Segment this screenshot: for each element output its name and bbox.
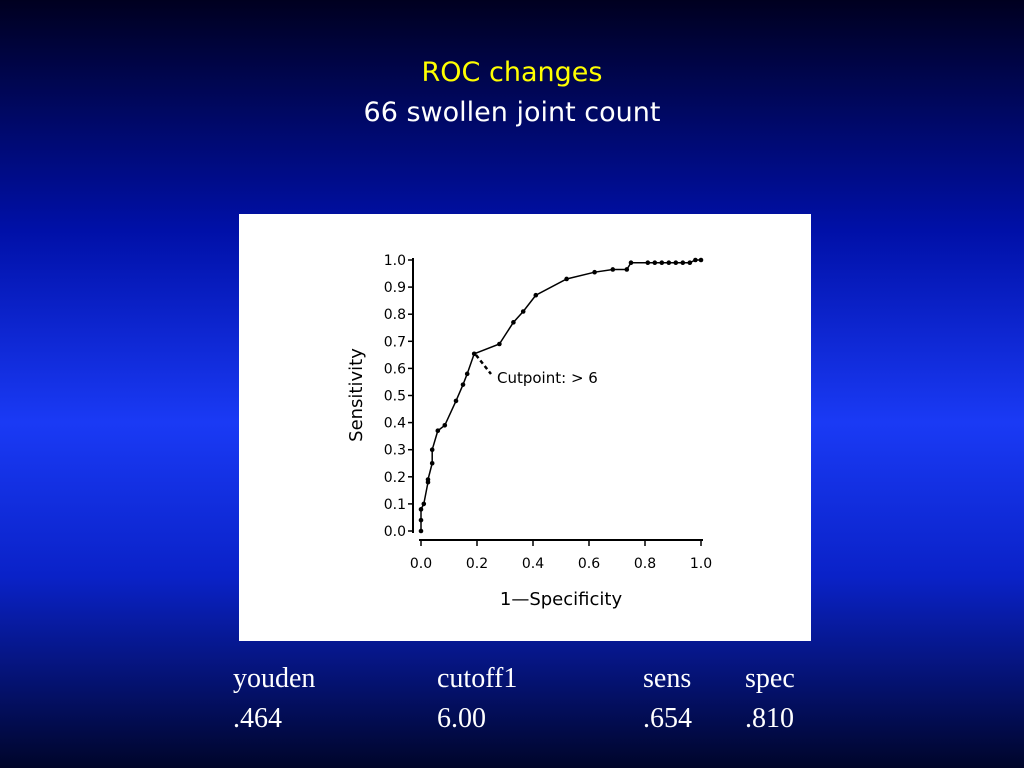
y-tick-label: 1.0: [384, 253, 406, 269]
roc-point: [628, 260, 634, 266]
y-tick-label: 0.1: [384, 497, 406, 513]
roc-point: [645, 260, 651, 266]
table-header: spec: [745, 663, 795, 694]
roc-point: [460, 382, 466, 387]
table-cell: .810: [745, 703, 794, 734]
x-axis-label: 1—Specificity: [500, 589, 623, 610]
roc-point: [673, 260, 679, 266]
roc-point: [471, 351, 477, 357]
roc-point: [429, 447, 435, 453]
slide-title: ROC changes: [422, 57, 603, 88]
roc-point: [418, 528, 424, 534]
chart-panel: [239, 214, 811, 641]
x-tick-label: 0.0: [410, 556, 432, 572]
roc-point: [666, 260, 672, 266]
x-tick-label: 1.0: [690, 556, 712, 572]
slide-subtitle: 66 swollen joint count: [364, 97, 661, 128]
roc-point: [687, 260, 693, 266]
roc-point: [564, 276, 569, 282]
roc-point: [520, 309, 526, 314]
plot: 0.0 0.1 0.2 0.3 0.4 0.5 0.6 0.7 0.8 0.9 1.0 0.0 0.2 0…: [384, 253, 712, 572]
roc-point: [592, 269, 597, 275]
roc-point: [435, 428, 441, 434]
table-header: youden: [233, 663, 315, 694]
roc-point: [680, 260, 686, 266]
y-tick-label: 0.9: [384, 280, 406, 296]
table-cell: 6.00: [437, 703, 486, 734]
roc-point: [652, 260, 658, 266]
table-cell: .464: [233, 703, 282, 734]
y-tick-label: 0.2: [384, 470, 406, 486]
stats-table: youden cutoff1 sens spec .464 6.00 .654 .810: [233, 663, 795, 734]
roc-point: [418, 517, 424, 523]
y-tick-label: 0.8: [384, 307, 406, 323]
y-tick-label: 0.3: [384, 443, 406, 459]
roc-point: [511, 320, 516, 325]
roc-point: [693, 257, 698, 263]
roc-point: [659, 260, 665, 266]
y-tick-label: 0.0: [384, 524, 406, 540]
roc-point: [533, 292, 539, 298]
table-cell: .654: [643, 703, 692, 734]
y-tick-label: 0.7: [384, 334, 406, 350]
roc-point: [418, 507, 424, 512]
roc-point: [624, 267, 630, 272]
x-tick-label: 0.8: [634, 556, 656, 572]
y-axis-label: Sensitivity: [346, 348, 367, 442]
y-tick-label: 0.4: [384, 416, 406, 432]
table-header: cutoff1: [437, 663, 517, 694]
x-tick-label: 0.6: [578, 556, 600, 572]
roc-point: [421, 501, 427, 507]
roc-point: [497, 341, 502, 347]
roc-point: [610, 267, 616, 272]
y-tick-label: 0.5: [384, 389, 406, 405]
y-tick-label: 0.6: [384, 361, 406, 377]
annotation: Cutpoint: > 6: [497, 369, 598, 387]
roc-point: [425, 477, 431, 482]
roc-point: [429, 460, 435, 466]
roc-point: [442, 423, 448, 428]
table-header: sens: [643, 663, 691, 694]
roc-point: [453, 398, 459, 404]
x-tick-label: 0.2: [466, 556, 488, 572]
x-tick-label: 0.4: [522, 556, 544, 572]
roc-point: [464, 371, 470, 377]
roc-point: [698, 257, 704, 263]
